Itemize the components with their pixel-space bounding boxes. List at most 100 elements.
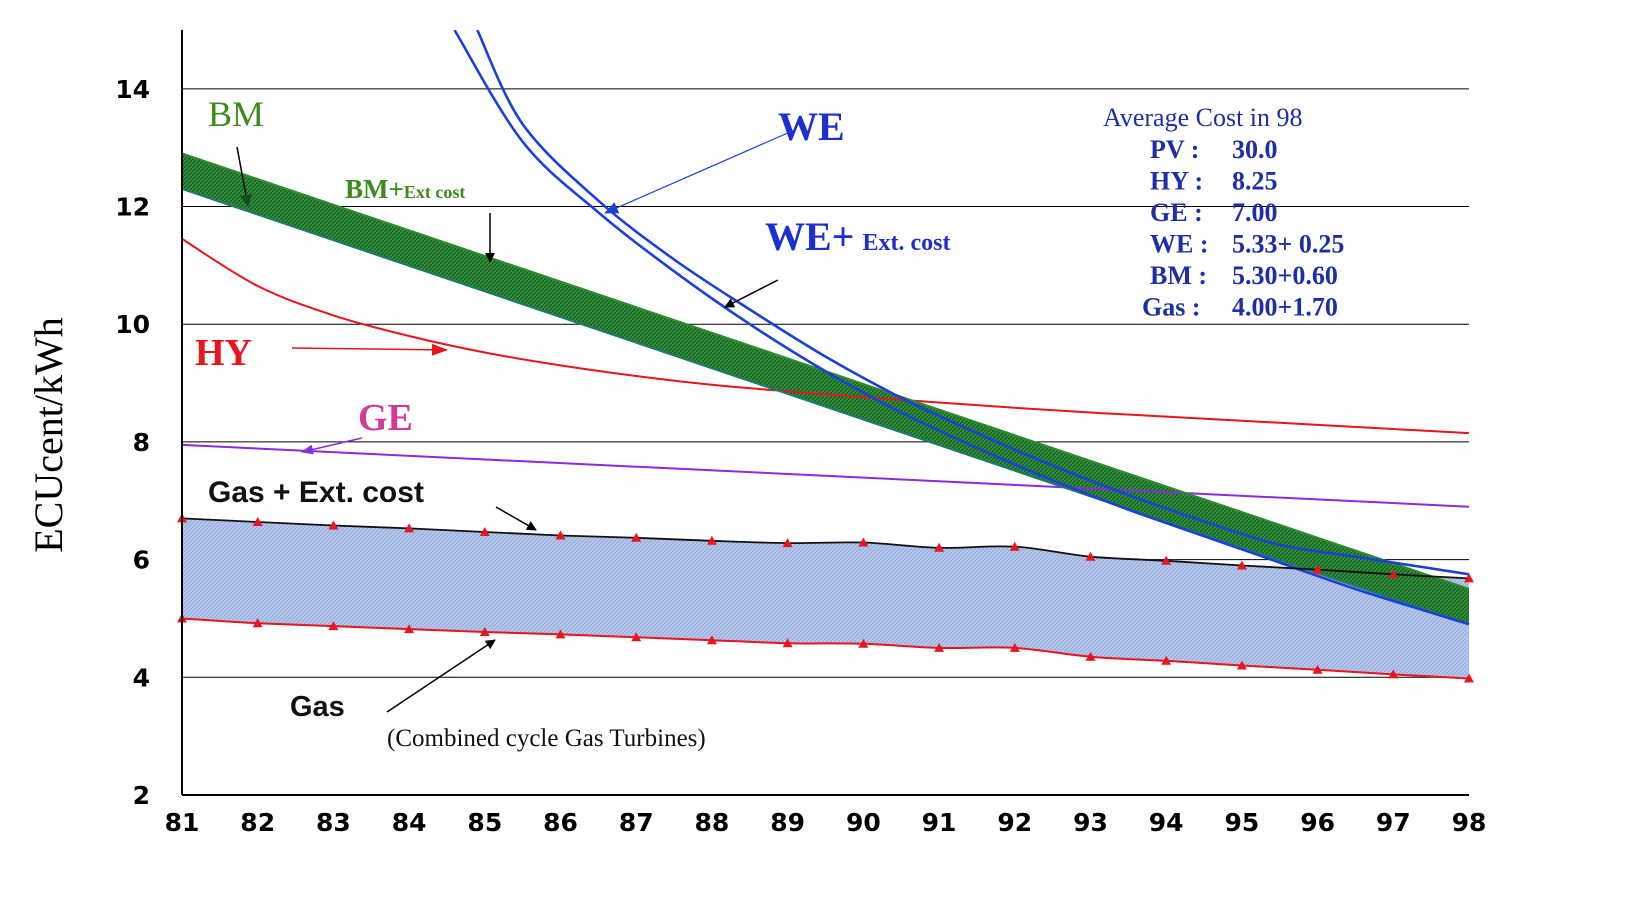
cost-row-label: BM :	[1150, 261, 1207, 290]
data-point-gas-ext-cost	[1464, 573, 1474, 583]
x-tick-label: 83	[316, 808, 351, 837]
data-point-gas	[706, 635, 717, 645]
label-hy: HY	[195, 332, 252, 374]
gas-band-fill	[182, 518, 1469, 679]
label-we: WE	[778, 104, 845, 149]
x-tick-label: 91	[922, 808, 957, 837]
data-point-gas	[404, 624, 415, 634]
cost-row-value: 8.25	[1232, 167, 1278, 196]
data-point-gas-ext-cost	[1161, 555, 1172, 565]
data-point-gas-ext-cost	[1312, 564, 1323, 574]
label-gas: Gas	[290, 691, 345, 723]
data-point-gas	[252, 618, 263, 628]
label-bm: BM	[208, 94, 264, 134]
cost-row-value: 5.30+0.60	[1232, 261, 1338, 290]
data-point-gas	[1388, 669, 1399, 679]
label-ge: GE	[358, 397, 413, 439]
x-tick-label: 85	[467, 808, 502, 837]
arrow-we-ext	[724, 279, 779, 308]
series-line-we	[453, 30, 1470, 626]
data-point-gas-ext-cost	[631, 532, 642, 542]
series-line-gas	[182, 617, 1470, 680]
label-bm-ext: BM+Ext cost	[345, 174, 465, 204]
annotations: BM BM+Ext cost WE WE+ Ext. cost HY GE Gas…	[195, 94, 950, 752]
data-point-gas	[782, 638, 793, 648]
arrow-ge	[301, 437, 363, 455]
data-point-gas	[1312, 664, 1323, 674]
series-line-hy	[182, 238, 1470, 435]
x-tick-label: 96	[1300, 808, 1335, 837]
cost-row-value: 5.33+ 0.25	[1232, 230, 1344, 259]
series-line-bm	[182, 187, 1470, 626]
cost-row-label: WE :	[1150, 230, 1209, 259]
data-point-gas-ext-cost	[706, 535, 717, 545]
x-tick-label: 97	[1376, 808, 1411, 837]
arrow-we	[604, 131, 791, 214]
data-point-gas-ext-cost	[479, 527, 490, 536]
cost-row-value: 7.00	[1232, 198, 1278, 227]
data-point-gas-ext-cost	[1085, 551, 1096, 561]
x-tick-label: 98	[1452, 808, 1487, 837]
x-tick-label: 92	[997, 808, 1032, 837]
x-tick-label: 84	[392, 808, 427, 837]
band-fills	[182, 153, 1469, 679]
y-tick-label: 14	[115, 75, 150, 104]
y-tick-label: 10	[115, 310, 150, 339]
bm-band-fill	[182, 153, 1469, 625]
x-tick-label: 95	[1224, 808, 1259, 837]
data-point-gas-ext-cost	[782, 538, 793, 548]
x-tick-label: 93	[1073, 808, 1108, 837]
y-tick-label: 2	[133, 781, 150, 810]
axes	[181, 30, 1469, 796]
y-axis-label: ECUcent/kWh	[26, 317, 71, 553]
data-point-gas	[1464, 673, 1474, 683]
data-point-gas	[1009, 642, 1020, 652]
x-tick-label: 89	[770, 808, 805, 837]
cost-box-title: Average Cost in 98	[1103, 103, 1303, 132]
y-tick-label: 8	[133, 428, 150, 457]
data-point-gas	[328, 621, 339, 631]
y-tick-label: 6	[133, 546, 150, 575]
x-tick-label: 81	[165, 808, 200, 837]
arrow-hy	[291, 343, 448, 356]
data-point-gas	[631, 632, 642, 642]
data-point-gas	[1085, 651, 1096, 661]
cost-row-label: PV :	[1150, 135, 1199, 164]
data-point-gas	[858, 638, 869, 648]
data-point-gas	[479, 627, 490, 636]
arrow-gas-ext	[495, 506, 537, 531]
data-point-gas-ext-cost	[934, 542, 945, 552]
x-tick-label: 94	[1149, 808, 1184, 837]
x-tick-label: 88	[695, 808, 730, 837]
gas-markers	[177, 513, 1474, 683]
series-line-ge	[182, 443, 1470, 508]
series-lines	[182, 30, 1470, 680]
data-point-gas	[1161, 655, 1172, 665]
x-tick-label: 82	[240, 808, 275, 837]
label-gas-sub: (Combined cycle Gas Turbines)	[387, 725, 706, 752]
x-tick-label: 87	[619, 808, 654, 837]
cost-row-label: GE :	[1150, 198, 1203, 227]
cost-row-label: HY :	[1150, 167, 1203, 196]
cost-row-value: 4.00+1.70	[1232, 293, 1338, 322]
label-gas-ext: Gas + Ext. cost	[208, 476, 424, 509]
label-we-ext: WE+ Ext. cost	[765, 214, 950, 259]
data-point-gas-ext-cost	[404, 523, 415, 533]
x-tick-label: 86	[543, 808, 578, 837]
data-point-gas-ext-cost	[1388, 569, 1399, 579]
data-point-gas-ext-cost	[1009, 541, 1020, 551]
y-tick-label: 4	[133, 663, 150, 692]
data-point-gas-ext-cost	[1236, 560, 1247, 570]
data-point-gas-ext-cost	[328, 520, 339, 530]
average-cost-box: Average Cost in 98 PV : 30.0 HY : 8.25 GE : 7…	[1103, 103, 1344, 322]
data-point-gas-ext-cost	[252, 517, 263, 526]
data-point-gas	[934, 642, 945, 652]
series-line-gas-ext-cost	[182, 517, 1470, 580]
data-point-gas-ext-cost	[555, 530, 566, 540]
data-point-gas	[1236, 660, 1247, 670]
tick-labels: 2 4 6 8 10 12 14 81 82 83 84 85 86 87 88 89 90 91 92 93 94 95…	[115, 75, 1486, 837]
cost-row-value: 30.0	[1232, 135, 1278, 164]
y-tick-label: 12	[115, 193, 150, 222]
x-tick-label: 90	[846, 808, 881, 837]
